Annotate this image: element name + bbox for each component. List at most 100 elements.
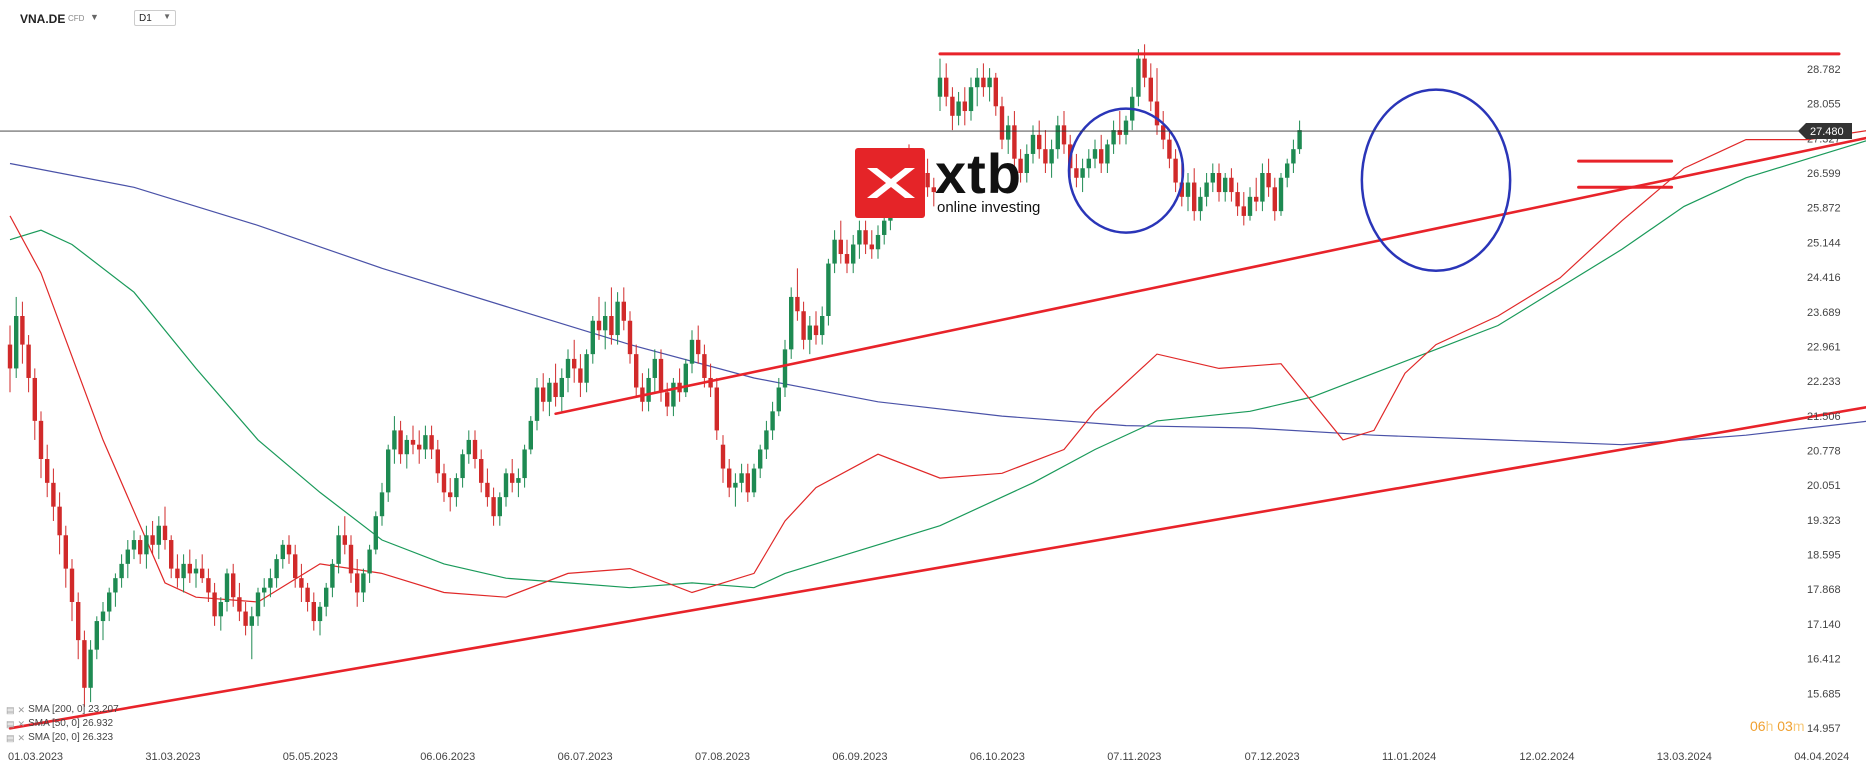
close-icon[interactable]: ✕ <box>17 705 26 715</box>
close-icon[interactable]: ✕ <box>17 719 26 729</box>
trend-line[interactable] <box>8 405 1866 730</box>
candle-body <box>386 449 391 493</box>
candle-body <box>454 478 459 498</box>
legend-item[interactable]: ▤ ✕ SMA [200, 0] 23.207 <box>6 703 119 717</box>
candle-body <box>76 602 81 641</box>
candle-body <box>336 535 341 564</box>
candle-body <box>981 77 986 88</box>
sma-line <box>9 130 1866 603</box>
settings-icon[interactable]: ▤ <box>6 733 15 743</box>
legend-item[interactable]: ▤ ✕ SMA [20, 0] 26.323 <box>6 731 119 745</box>
settings-icon[interactable]: ▤ <box>6 719 15 729</box>
close-icon[interactable]: ✕ <box>17 733 26 743</box>
y-tick-label: 24.416 <box>1807 272 1841 284</box>
candle-body <box>193 568 199 574</box>
candle-body <box>1285 163 1290 178</box>
candle-body <box>720 444 726 469</box>
candle-body <box>218 602 223 617</box>
candle-body <box>782 349 788 388</box>
candle-body <box>621 301 626 321</box>
candle-body <box>1247 196 1253 216</box>
x-tick-label: 06.09.2023 <box>832 751 887 763</box>
candle-body <box>1216 173 1222 193</box>
candle-body <box>249 616 254 626</box>
candle-body <box>82 640 87 688</box>
candle-body <box>187 563 192 574</box>
circle-annotation[interactable] <box>1067 107 1185 234</box>
candle-body <box>317 606 323 622</box>
logo-tagline: online investing <box>937 199 1041 216</box>
y-tick-label: 22.961 <box>1807 341 1841 353</box>
candle-body <box>472 439 478 459</box>
candle-body <box>100 611 106 622</box>
candle-body <box>503 473 509 498</box>
candle-body <box>572 358 577 369</box>
candle-body <box>826 263 831 316</box>
x-tick-label: 07.12.2023 <box>1245 751 1300 763</box>
candle-body <box>156 525 161 545</box>
candle-body <box>925 173 930 188</box>
candle-body <box>1198 196 1203 212</box>
candle-body <box>863 230 868 245</box>
settings-icon[interactable]: ▤ <box>6 705 15 715</box>
candle-body <box>144 535 149 555</box>
x-tick-label: 07.08.2023 <box>695 751 750 763</box>
candle-body <box>1278 177 1284 212</box>
chart-toolbar: VNA.DE CFD ▼ D1 ▼ <box>0 0 600 30</box>
x-tick-label: 31.03.2023 <box>145 751 200 763</box>
candle-body <box>751 468 757 493</box>
candle-body <box>993 77 998 107</box>
candle-body <box>1167 139 1172 159</box>
y-tick-label: 17.868 <box>1807 584 1841 596</box>
candle-body <box>1173 158 1178 183</box>
y-tick-label: 26.599 <box>1807 168 1841 180</box>
trend-line[interactable] <box>554 136 1866 416</box>
symbol-dropdown-icon[interactable]: ▼ <box>90 12 99 22</box>
candle-body <box>565 358 571 378</box>
candle-body <box>224 573 230 602</box>
candle-body <box>1204 182 1209 197</box>
candle-body <box>534 387 540 421</box>
candle-body <box>14 316 19 369</box>
candle-body <box>293 554 298 579</box>
candle-body <box>497 497 502 517</box>
candle-body <box>268 578 273 588</box>
candle-body <box>962 101 967 112</box>
candle-body <box>956 101 961 116</box>
candle-body <box>1148 77 1153 102</box>
candle-body <box>789 296 794 350</box>
candle-body <box>305 587 310 602</box>
candle-body <box>1111 130 1116 145</box>
y-tick-label: 28.782 <box>1807 64 1841 76</box>
candle-body <box>200 568 205 579</box>
candle-body <box>1123 120 1129 135</box>
candle-body <box>1297 130 1302 150</box>
candle-body <box>94 621 99 650</box>
y-tick-label: 19.323 <box>1807 515 1841 527</box>
candle-body <box>838 239 843 255</box>
circle-annotation[interactable] <box>1360 88 1512 272</box>
candle-body <box>627 320 633 355</box>
y-tick-label: 14.957 <box>1807 723 1841 735</box>
candle-body <box>1074 168 1079 178</box>
legend-item[interactable]: ▤ ✕ SMA [50, 0] 26.932 <box>6 717 119 731</box>
candle-body <box>652 358 657 378</box>
candle-body <box>231 573 236 598</box>
x-tick-label: 05.05.2023 <box>283 751 338 763</box>
candle-body <box>1006 125 1011 140</box>
price-axis: 28.78228.05527.32726.59925.87225.14424.4… <box>1798 64 1852 735</box>
candle-body <box>355 573 360 593</box>
candle-body <box>57 506 62 536</box>
timeframe-select[interactable]: D1 ▼ <box>134 10 176 26</box>
logo-word: xtb <box>935 142 1022 205</box>
x-tick-label: 06.10.2023 <box>970 751 1025 763</box>
symbol-name[interactable]: VNA.DE <box>20 12 66 26</box>
moving-averages <box>9 130 1866 603</box>
candle-body <box>485 482 490 498</box>
y-tick-label: 23.689 <box>1807 307 1841 319</box>
candle-body <box>807 325 812 340</box>
candle-body <box>634 354 639 388</box>
drawing-tools[interactable] <box>0 52 1866 730</box>
candle-body <box>1049 149 1054 164</box>
